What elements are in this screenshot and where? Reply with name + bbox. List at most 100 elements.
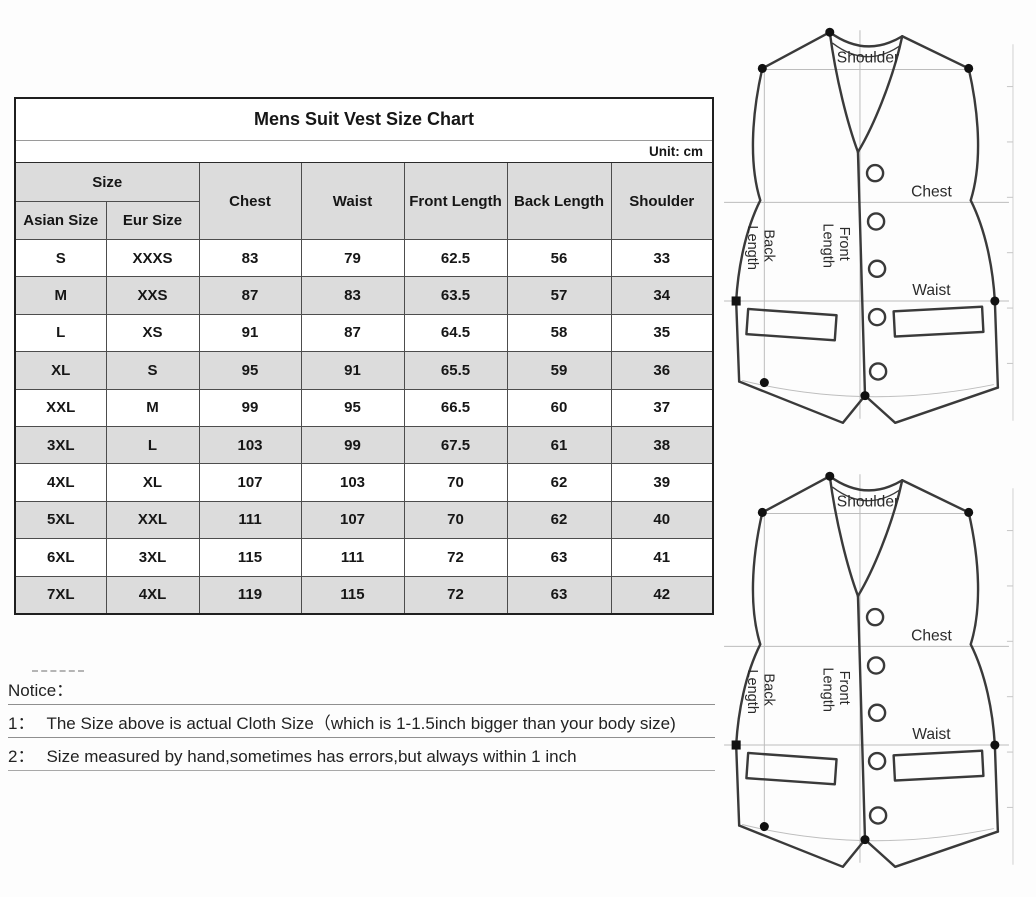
front-length-cell: 72 [403,575,508,615]
front-length-header: Front Length [403,162,508,240]
shoulder-cell: 38 [610,425,714,465]
eur-size-cell: XXS [105,276,200,315]
notice-item-1: 1： The Size above is actual Cloth Size（wh… [8,705,715,738]
unit-label: Unit: cm [14,140,714,163]
front-length-cell: 70 [403,500,508,540]
waist-cell: 103 [300,463,405,502]
chest-cell: 99 [198,388,302,427]
vest-outline [734,475,1000,869]
waist-cell: 79 [300,238,405,278]
sub-header-row: Asian Size Eur Size [14,201,713,240]
size-group-header: Size [14,162,200,202]
notice-item-2-number: 2： [8,747,35,766]
size-table-row: S XXXS 83 79 62.5 56 33 [14,238,714,278]
asian-size-cell: XXL [14,388,107,427]
size-table-row: XXL M 99 95 66.5 60 37 [14,388,714,427]
back-length-cell: 59 [506,351,612,390]
chest-cell: 87 [198,276,302,315]
waist-cell: 99 [300,425,405,465]
notice-item-1-text: The Size above is actual Cloth Size（whic… [46,714,676,733]
size-table-body: Mens Suit Vest Size Chart Unit: cm Size … [14,97,714,615]
size-table-row: 4XL XL 107 103 70 62 39 [14,463,714,502]
unit-row: Unit: cm [14,140,714,163]
waist-label: Waist [912,282,951,299]
chest-cell: 111 [198,500,302,540]
back-length-cell: 63 [506,538,612,577]
notice-item-1-number: 1： [8,714,35,733]
size-table-row: 6XL 3XL 115 111 72 63 41 [14,538,714,577]
notice-item-2: 2： Size measured by hand,sometimes has er… [8,738,715,771]
front-length-cell: 63.5 [403,276,508,315]
front-length-cell: 65.5 [403,351,508,390]
back-length-cell: 62 [506,500,612,540]
shoulder-cell: 34 [610,276,714,315]
back-length-cell: 60 [506,388,612,427]
shoulder-cell: 39 [610,463,714,502]
chest-cell: 115 [198,538,302,577]
vest-buttons [865,163,888,381]
chest-label: Chest [911,627,952,644]
left-pocket [745,751,838,786]
vest-diagram-bottom: Shoulder Chest Waist Front Length Back L… [724,471,1014,869]
waist-label: Waist [912,726,951,743]
eur-size-cell: XS [105,313,200,353]
back-length-label: Back Length [744,225,776,270]
asian-size-cell: M [14,276,107,315]
notice-heading: Notice： [8,674,715,705]
size-table-row: M XXS 87 83 63.5 57 34 [14,276,714,315]
eur-size-cell: 3XL [105,538,200,577]
size-table-row: 7XL 4XL 119 115 72 63 42 [14,575,714,615]
vest-outline [734,31,1000,425]
chest-cell: 83 [198,238,302,278]
waist-cell: 91 [300,351,405,390]
eur-size-header: Eur Size [105,201,200,240]
shoulder-cell: 33 [610,238,714,278]
chest-cell: 119 [198,575,302,615]
back-length-label: Back Length [744,669,776,714]
chest-cell: 91 [198,313,302,353]
vest-buttons [865,607,888,825]
right-pocket [892,305,985,338]
chest-cell: 95 [198,351,302,390]
front-length-label: Front Length [820,223,852,268]
eur-size-cell: XXL [105,500,200,540]
eur-size-cell: XL [105,463,200,502]
front-length-cell: 66.5 [403,388,508,427]
chest-cell: 103 [198,425,302,465]
back-length-cell: 63 [506,575,612,615]
back-length-cell: 62 [506,463,612,502]
chest-header: Chest [198,162,302,240]
measure-point-dots [731,27,1000,401]
header-row: Size Chest Waist Front Length Back Lengt… [14,162,714,240]
eur-size-cell: S [105,351,200,390]
shoulder-cell: 42 [610,575,714,615]
asian-size-header: Asian Size [14,201,107,240]
asian-size-cell: 7XL [14,575,107,615]
shoulder-cell: 41 [610,538,714,577]
size-table-row: XL S 95 91 65.5 59 36 [14,351,714,390]
notice-section: Notice： 1： The Size above is actual Cloth… [8,670,715,771]
vest-diagram-top: Shoulder Chest Waist Front Length Back L… [724,27,1014,425]
back-length-cell: 57 [506,276,612,315]
waist-cell: 107 [300,500,405,540]
front-length-label: Front Length [820,667,852,712]
back-length-cell: 61 [506,425,612,465]
chest-label: Chest [911,183,952,200]
asian-size-cell: S [14,238,107,278]
waist-header: Waist [300,162,405,240]
waist-cell: 87 [300,313,405,353]
waist-cell: 83 [300,276,405,315]
front-length-cell: 70 [403,463,508,502]
table-title-row: Mens Suit Vest Size Chart [14,97,714,141]
eur-size-cell: XXXS [105,238,200,278]
shoulder-cell: 35 [610,313,714,353]
waist-cell: 95 [300,388,405,427]
size-table-row: 3XL L 103 99 67.5 61 38 [14,425,714,465]
waist-cell: 111 [300,538,405,577]
notice-item-2-text: Size measured by hand,sometimes has erro… [46,747,577,766]
asian-size-cell: 5XL [14,500,107,540]
eur-size-cell: M [105,388,200,427]
front-length-cell: 67.5 [403,425,508,465]
shoulder-cell: 37 [610,388,714,427]
front-length-cell: 72 [403,538,508,577]
